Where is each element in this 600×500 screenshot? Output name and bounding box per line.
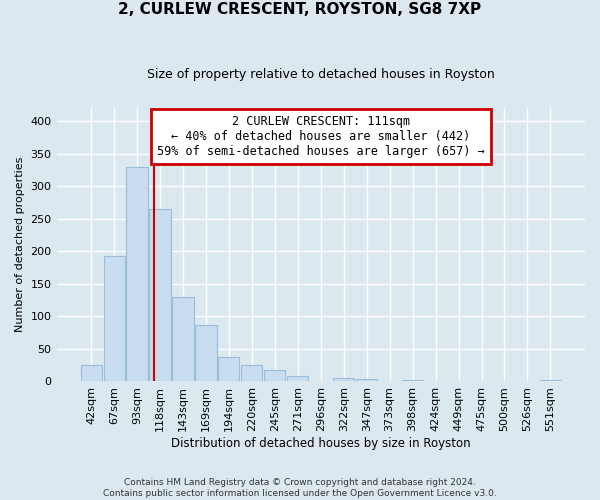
Bar	[218, 356, 239, 382]
Text: Contains HM Land Registry data © Crown copyright and database right 2024.
Contai: Contains HM Land Registry data © Crown c…	[103, 478, 497, 498]
Bar	[356, 379, 377, 382]
Bar	[540, 380, 561, 382]
Bar	[402, 380, 423, 382]
Bar	[287, 376, 308, 382]
Bar	[104, 256, 125, 382]
Text: 2, CURLEW CRESCENT, ROYSTON, SG8 7XP: 2, CURLEW CRESCENT, ROYSTON, SG8 7XP	[118, 2, 482, 18]
Bar	[172, 297, 194, 382]
Bar	[127, 166, 148, 382]
Bar	[196, 326, 217, 382]
Bar	[333, 378, 354, 382]
Title: Size of property relative to detached houses in Royston: Size of property relative to detached ho…	[147, 68, 494, 80]
Y-axis label: Number of detached properties: Number of detached properties	[15, 157, 25, 332]
Bar	[80, 365, 101, 382]
Text: 2 CURLEW CRESCENT: 111sqm
← 40% of detached houses are smaller (442)
59% of semi: 2 CURLEW CRESCENT: 111sqm ← 40% of detac…	[157, 115, 485, 158]
X-axis label: Distribution of detached houses by size in Royston: Distribution of detached houses by size …	[171, 437, 470, 450]
Bar	[149, 209, 170, 382]
Bar	[264, 370, 286, 382]
Bar	[241, 364, 262, 382]
